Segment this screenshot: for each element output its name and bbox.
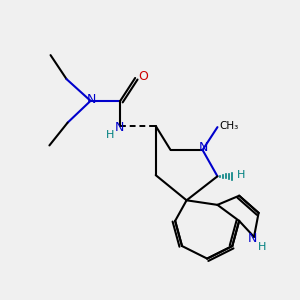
Text: N: N [87, 93, 96, 106]
Text: H: H [258, 242, 266, 252]
Text: H: H [237, 170, 246, 180]
Text: N: N [248, 232, 258, 244]
Text: N: N [199, 141, 208, 154]
Text: H: H [106, 130, 114, 140]
Text: N: N [114, 121, 124, 134]
Text: O: O [138, 70, 148, 83]
Text: CH₃: CH₃ [219, 121, 238, 131]
